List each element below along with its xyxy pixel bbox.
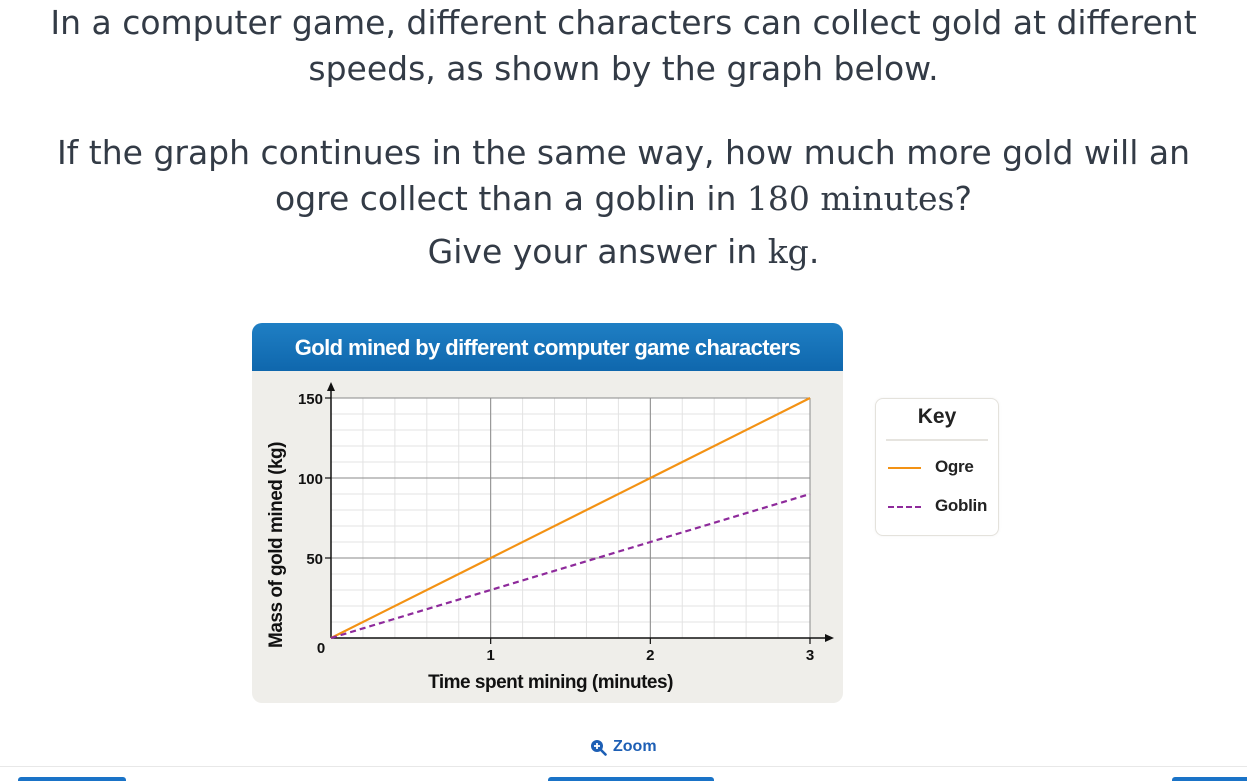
chart-legend: Key Ogre Goblin [875,398,999,536]
legend-title: Key [917,405,957,428]
zoom-label: Zoom [613,738,657,755]
question-line-1b: speeds, as shown by the graph below. [308,49,939,88]
line-chart: 0 1 2 3 50 100 150 Time spent mining (minutes) M… [266,382,834,693]
x-tick-label: 3 [806,647,814,664]
y-tick-label: 100 [298,471,323,488]
question-line-2b-text: ogre collect than a goblin in [275,179,747,218]
chart-card: Gold mined by different computer game ch… [252,323,843,703]
question-line-3-text: Give your answer in [427,232,768,271]
legend-item-goblin: Goblin [888,496,998,518]
chart-title: Gold mined by different computer game ch… [252,323,843,371]
x-tick-label: 1 [486,647,494,664]
y-tick-label: 150 [298,391,323,408]
series-line-goblin [330,492,811,640]
legend-divider [886,439,988,441]
series-line-ogre [330,397,811,639]
x-axis-label: Time spent mining (minutes) [428,672,673,693]
question-unit: kg [767,232,809,271]
x-tick-label: 0 [317,640,325,657]
question-line-2b: ogre collect than a goblin in 180 minute… [0,176,1247,222]
legend-swatch-ogre [888,467,921,469]
bottom-tab-1[interactable] [18,777,126,781]
legend-label-goblin: Goblin [935,496,988,515]
question-line-3-end: . [808,232,820,271]
bottom-toolbar [0,766,1247,780]
question-time-value: 180 minutes [746,179,955,218]
bottom-tab-2[interactable] [548,777,714,781]
question-intro: In a computer game, different characters… [0,0,1247,92]
legend-item-ogre: Ogre [888,457,998,479]
x-tick-label: 2 [646,647,654,664]
legend-label-ogre: Ogre [935,457,974,476]
y-axis-label: Mass of gold mined (kg) [266,442,287,648]
zoom-in-icon [591,739,607,756]
question-line-2b-end: ? [954,179,972,218]
question-line-2: If the graph continues in the same way, … [56,133,1191,172]
zoom-button[interactable]: Zoom [590,738,657,756]
bottom-tab-3[interactable] [1172,777,1247,781]
question-line-1: In a computer game, different characters… [50,3,1197,42]
question-instruction: Give your answer in kg. [0,229,1247,275]
y-axis-arrow [327,382,335,391]
y-tick-label: 50 [306,551,323,568]
x-axis-arrow [825,634,834,642]
legend-swatch-goblin [888,506,921,508]
question-main: If the graph continues in the same way, … [0,130,1247,222]
